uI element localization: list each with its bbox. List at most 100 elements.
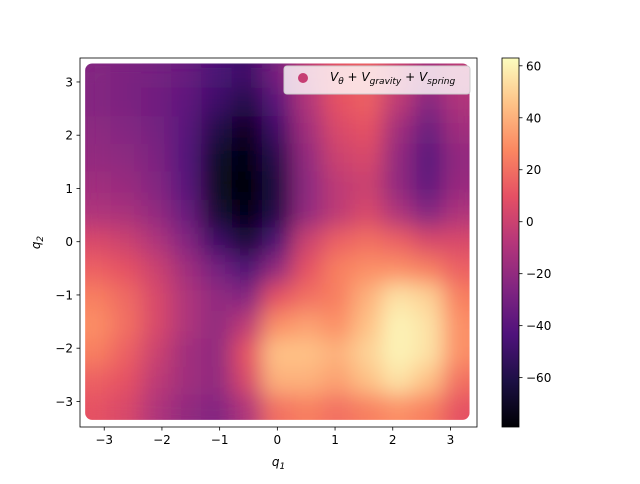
point (261, 143, 293, 173)
point (85, 63, 112, 89)
point (231, 87, 263, 117)
point (352, 171, 384, 201)
point (85, 310, 112, 340)
y-tick-label: −2 (55, 342, 73, 356)
point (85, 143, 112, 173)
point (382, 366, 414, 396)
x-tick-label: 3 (447, 433, 455, 447)
point (231, 338, 263, 368)
point (110, 87, 142, 117)
point (171, 227, 203, 257)
point (413, 394, 445, 420)
colorbar-tick-label: 20 (526, 163, 541, 177)
point (110, 394, 142, 420)
point (261, 116, 293, 145)
point (322, 338, 354, 368)
subscript: spring (427, 77, 455, 87)
y-tick-label: 2 (65, 129, 73, 143)
point (352, 283, 384, 312)
label-part: V (330, 70, 339, 84)
point (291, 199, 323, 229)
point (322, 143, 354, 173)
y-tick-label: 1 (65, 182, 73, 196)
point (201, 310, 233, 340)
point (291, 394, 323, 420)
subscript: θ (338, 77, 344, 87)
point (261, 199, 293, 229)
point (231, 171, 263, 201)
point (443, 283, 470, 312)
point (85, 283, 112, 312)
point (382, 227, 414, 257)
point (85, 338, 112, 368)
point (231, 143, 263, 173)
point (110, 143, 142, 173)
point (291, 255, 323, 284)
point (382, 338, 414, 368)
point (201, 143, 233, 173)
point (291, 310, 323, 340)
point (443, 227, 470, 257)
point (352, 143, 384, 173)
point (291, 366, 323, 396)
point (201, 116, 233, 145)
point (85, 227, 112, 257)
point (352, 310, 384, 340)
point (231, 199, 263, 229)
point (110, 283, 142, 312)
point (291, 116, 323, 145)
x-tick-label: 2 (389, 433, 397, 447)
point (110, 171, 142, 201)
y-axis-label: q2 (29, 236, 46, 250)
x-tick-label: −1 (211, 433, 229, 447)
point (322, 116, 354, 145)
point (382, 283, 414, 312)
point (443, 171, 470, 201)
point (443, 116, 470, 145)
x-tick-label: 1 (331, 433, 339, 447)
point (413, 255, 445, 284)
point (322, 394, 354, 420)
point (382, 116, 414, 145)
point (413, 227, 445, 257)
point (382, 255, 414, 284)
point (201, 283, 233, 312)
point (261, 227, 293, 257)
point (201, 255, 233, 284)
point (171, 63, 203, 89)
colorbar-tick-label: −60 (526, 371, 551, 385)
point (201, 87, 233, 117)
point (110, 255, 142, 284)
point (413, 143, 445, 173)
point (141, 87, 173, 117)
point (443, 199, 470, 229)
point (141, 143, 173, 173)
point (413, 283, 445, 312)
point (352, 255, 384, 284)
subscript: 1 (279, 462, 285, 472)
subscript: gravity (370, 77, 402, 87)
point (231, 227, 263, 257)
x-tick-label: −2 (153, 433, 171, 447)
label-part: q (29, 241, 43, 249)
point (171, 338, 203, 368)
point (413, 310, 445, 340)
point (201, 338, 233, 368)
point (201, 199, 233, 229)
point (443, 366, 470, 396)
point (141, 227, 173, 257)
point (141, 310, 173, 340)
point (141, 394, 173, 420)
point (231, 63, 263, 89)
point (231, 366, 263, 396)
point (291, 171, 323, 201)
point (382, 143, 414, 173)
point (261, 283, 293, 312)
point (141, 366, 173, 396)
point (141, 283, 173, 312)
point (171, 310, 203, 340)
y-tick-label: 3 (65, 75, 73, 89)
point (231, 255, 263, 284)
point (231, 283, 263, 312)
